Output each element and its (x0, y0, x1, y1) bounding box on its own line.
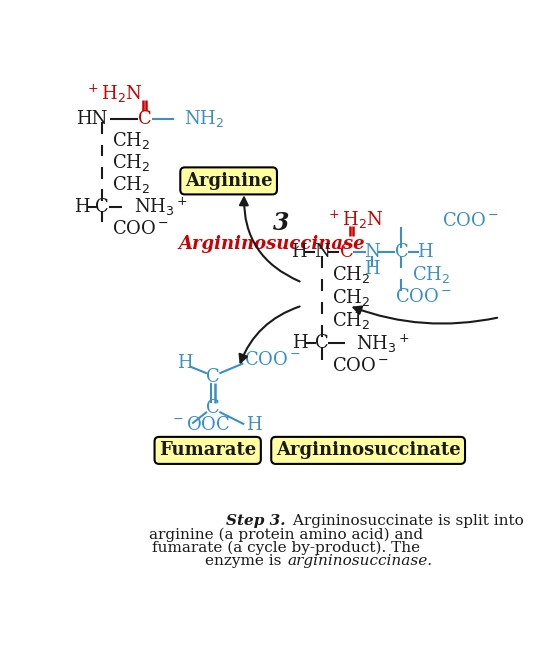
Text: Fumarate: Fumarate (159, 441, 256, 459)
Text: COO$^-$: COO$^-$ (112, 220, 170, 237)
Text: Step 3.: Step 3. (227, 514, 286, 528)
Text: enzyme is: enzyme is (205, 553, 286, 568)
Text: CH$_2$: CH$_2$ (331, 264, 370, 284)
Text: H: H (177, 354, 193, 372)
Text: NH$_2$: NH$_2$ (185, 108, 225, 129)
Text: HN: HN (75, 109, 107, 128)
Text: $^+$H$_2$N: $^+$H$_2$N (326, 208, 384, 231)
Text: C: C (395, 243, 408, 261)
Text: COO$^-$: COO$^-$ (331, 356, 389, 375)
Text: $^+$H$_2$N: $^+$H$_2$N (85, 82, 143, 105)
Text: NH$_3$$^+$: NH$_3$$^+$ (134, 196, 188, 218)
Text: C: C (95, 198, 109, 216)
Text: CH$_2$: CH$_2$ (112, 152, 151, 173)
Text: Argininosuccinase: Argininosuccinase (178, 235, 365, 253)
Text: C: C (206, 368, 220, 387)
Text: N: N (364, 243, 380, 261)
Text: H: H (74, 198, 89, 216)
Text: H: H (292, 334, 308, 353)
FancyArrowPatch shape (354, 307, 497, 324)
Text: COO$^-$: COO$^-$ (244, 351, 301, 369)
Text: CH$_2$: CH$_2$ (112, 129, 151, 150)
Text: COO$^-$: COO$^-$ (395, 288, 453, 306)
Text: Argininosuccinate is split into: Argininosuccinate is split into (287, 514, 523, 528)
Text: 3: 3 (273, 211, 290, 235)
Text: H: H (417, 243, 432, 261)
Text: COO$^-$: COO$^-$ (442, 212, 499, 230)
Text: arginine (a protein amino acid) and: arginine (a protein amino acid) and (149, 527, 423, 542)
Text: argininosuccinase.: argininosuccinase. (287, 553, 432, 568)
Text: Arginine: Arginine (185, 172, 272, 190)
Text: NH$_3$$^+$: NH$_3$$^+$ (357, 332, 411, 354)
Text: C: C (340, 243, 353, 261)
Text: CH$_2$: CH$_2$ (331, 286, 370, 307)
Text: C: C (206, 399, 220, 417)
Text: fumarate (a cycle by-product). The: fumarate (a cycle by-product). The (152, 540, 420, 555)
Text: C: C (138, 109, 152, 128)
Text: $^-$OOC: $^-$OOC (171, 416, 231, 434)
Text: Argininosuccinate: Argininosuccinate (276, 441, 460, 459)
Text: CH$_2$: CH$_2$ (112, 174, 151, 196)
Text: H: H (291, 243, 306, 261)
Text: N: N (314, 243, 330, 261)
Text: H: H (364, 260, 380, 279)
Text: H: H (247, 416, 262, 434)
FancyArrowPatch shape (239, 307, 300, 362)
FancyArrowPatch shape (240, 198, 300, 281)
Text: CH$_2$: CH$_2$ (331, 310, 370, 331)
Text: C: C (315, 334, 329, 353)
Text: CH$_2$: CH$_2$ (412, 264, 450, 284)
